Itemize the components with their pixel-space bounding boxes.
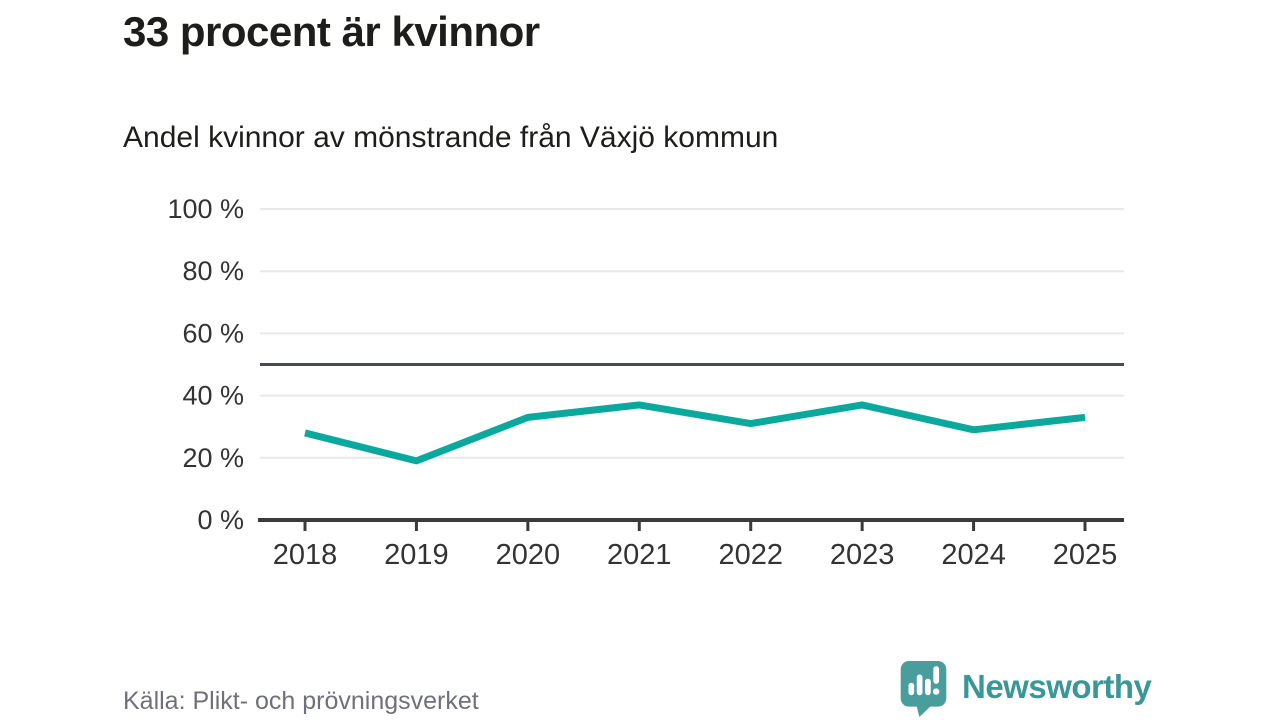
chart-area: 0 % 20 % 40 % 60 % 80 % 100 % 2018 2019 2020 2021…	[140, 190, 1140, 590]
x-tick-label: 2024	[941, 539, 1006, 571]
x-tick-label: 2021	[607, 539, 672, 571]
newsworthy-logo: Newsworthy	[897, 661, 1152, 717]
x-tick-label: 2018	[273, 539, 338, 571]
y-tick-label: 60 %	[182, 318, 244, 348]
logo-bar-tall	[916, 674, 923, 696]
x-tick-label: 2019	[384, 539, 449, 571]
x-tick-label: 2023	[830, 539, 895, 571]
page-title: 33 procent är kvinnor	[123, 8, 540, 55]
x-tick-label: 2020	[496, 539, 561, 571]
y-tick-label: 40 %	[182, 381, 244, 411]
x-tick-label: 2025	[1053, 539, 1118, 571]
chart-line	[304, 401, 1086, 465]
logo-exclamation-bar	[933, 666, 940, 684]
y-tick-label: 80 %	[182, 256, 244, 286]
logo-exclamation-dot	[932, 688, 940, 695]
x-tick-label: 2022	[718, 539, 783, 571]
source-note: Källa: Plikt- och prövningsverket	[123, 687, 479, 715]
newsworthy-logo-icon	[900, 661, 947, 717]
y-tick-label: 0 %	[197, 505, 244, 535]
chart-subtitle: Andel kvinnor av mönstrande från Växjö k…	[123, 121, 779, 154]
y-tick-label: 100 %	[167, 194, 244, 224]
logo-bar-medium	[925, 678, 931, 696]
y-tick-label: 20 %	[182, 443, 244, 473]
line-chart: 0 % 20 % 40 % 60 % 80 % 100 % 2018 2019 2020 2021…	[167, 194, 1124, 571]
logo-bar-small	[908, 682, 915, 696]
brand-wordmark: Newsworthy	[962, 668, 1152, 705]
